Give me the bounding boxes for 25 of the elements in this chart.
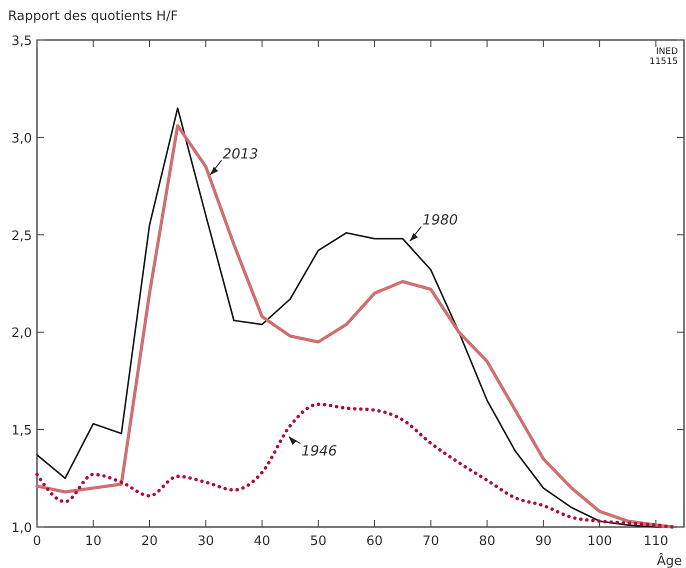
x-tick-label: 70 [422,534,440,549]
x-tick-label: 60 [366,534,383,549]
y-tick-label: 1,5 [11,424,32,439]
annotation: 1946 [301,443,338,460]
x-tick-label: 30 [198,534,214,549]
annotation: INED 11515 [649,47,678,67]
x-tick-label: 20 [141,534,158,549]
y-axis-title: Rapport des quotients H/F [8,9,178,24]
y-tick-label: 2,5 [11,228,32,244]
y-tick-label: 3,5 [11,34,32,49]
annotation: 1980 [422,212,458,229]
x-tick-label: 50 [310,534,327,549]
line-series [35,402,674,529]
y-tick-label: 3,0 [11,131,32,146]
x-tick-label: 80 [478,534,496,549]
x-axis-title: Âge [656,552,682,568]
x-tick-label: 100 [587,534,612,549]
y-tick-label: 2,0 [11,326,32,342]
x-tick-label: 10 [84,534,102,549]
x-tick-label: 40 [254,534,270,549]
x-tick-label: 0 [32,534,42,549]
x-tick-label: 110 [643,534,668,549]
y-tick-label: 1,0 [11,521,32,536]
x-tick-label: 90 [535,534,552,549]
annotation: 2013 [222,146,258,162]
